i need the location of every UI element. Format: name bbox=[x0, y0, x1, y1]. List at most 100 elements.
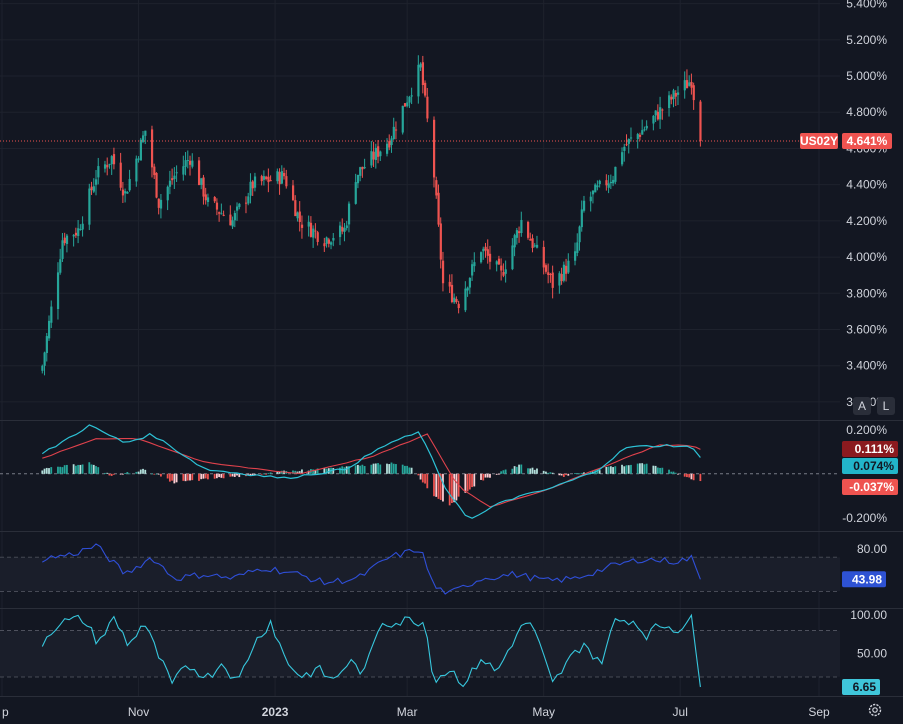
candle-body[interactable] bbox=[529, 239, 532, 241]
candle-body[interactable] bbox=[41, 365, 44, 371]
candle-body[interactable] bbox=[533, 245, 536, 247]
candle-body[interactable] bbox=[567, 260, 570, 273]
candle-body[interactable] bbox=[218, 212, 221, 214]
candle-body[interactable] bbox=[562, 264, 566, 281]
candle-body[interactable] bbox=[672, 90, 675, 100]
candle-body[interactable] bbox=[692, 85, 695, 101]
candle-body[interactable] bbox=[502, 272, 505, 276]
candle-body[interactable] bbox=[670, 96, 673, 100]
candle-body[interactable] bbox=[674, 92, 677, 97]
candle-body[interactable] bbox=[168, 180, 172, 187]
candle-body[interactable] bbox=[269, 180, 272, 182]
candle-body[interactable] bbox=[171, 178, 174, 181]
candle-body[interactable] bbox=[312, 228, 315, 238]
candle-body[interactable] bbox=[345, 225, 348, 229]
candle-body[interactable] bbox=[206, 197, 210, 203]
candle-body[interactable] bbox=[236, 206, 239, 211]
candle-body[interactable] bbox=[106, 164, 109, 168]
candle-body[interactable] bbox=[385, 143, 389, 154]
candle-body[interactable] bbox=[455, 299, 458, 303]
candle-body[interactable] bbox=[74, 232, 78, 236]
candle-body[interactable] bbox=[103, 164, 107, 169]
candle-body[interactable] bbox=[202, 177, 205, 197]
candle-body[interactable] bbox=[197, 160, 201, 186]
candle-body[interactable] bbox=[433, 119, 436, 178]
candle-body[interactable] bbox=[515, 230, 519, 238]
candle-body[interactable] bbox=[582, 200, 586, 211]
candle-body[interactable] bbox=[551, 272, 554, 288]
candle-body[interactable] bbox=[688, 82, 691, 86]
candle-body[interactable] bbox=[276, 171, 279, 182]
candle-body[interactable] bbox=[142, 135, 145, 142]
candle-body[interactable] bbox=[464, 288, 467, 311]
candle-body[interactable] bbox=[215, 202, 219, 210]
candle-body[interactable] bbox=[238, 203, 241, 207]
candle-body[interactable] bbox=[280, 171, 283, 184]
candle-body[interactable] bbox=[656, 111, 660, 120]
candle-body[interactable] bbox=[189, 160, 192, 165]
candle-body[interactable] bbox=[374, 147, 378, 160]
candle-body[interactable] bbox=[408, 96, 411, 103]
candle-body[interactable] bbox=[379, 151, 382, 157]
candle-body[interactable] bbox=[63, 237, 66, 244]
candle-body[interactable] bbox=[267, 176, 270, 183]
candle-body[interactable] bbox=[390, 138, 393, 146]
candle-body[interactable] bbox=[466, 287, 469, 291]
candle-body[interactable] bbox=[652, 115, 655, 124]
candle-body[interactable] bbox=[48, 320, 51, 339]
candle-body[interactable] bbox=[45, 336, 48, 354]
candle-body[interactable] bbox=[426, 96, 429, 119]
candle-body[interactable] bbox=[285, 176, 288, 187]
candle-body[interactable] bbox=[484, 246, 487, 251]
candle-body[interactable] bbox=[200, 178, 203, 185]
candle-body[interactable] bbox=[150, 129, 154, 168]
candle-body[interactable] bbox=[291, 185, 295, 201]
candle-body[interactable] bbox=[500, 265, 503, 271]
candle-body[interactable] bbox=[72, 234, 75, 237]
candle-body[interactable] bbox=[213, 197, 216, 202]
candle-body[interactable] bbox=[598, 180, 601, 185]
candle-body[interactable] bbox=[453, 297, 456, 303]
candle-body[interactable] bbox=[403, 103, 407, 107]
candle-body[interactable] bbox=[589, 196, 592, 202]
candle-body[interactable] bbox=[327, 239, 330, 244]
gear-icon[interactable] bbox=[867, 702, 883, 718]
candle-body[interactable] bbox=[59, 259, 62, 273]
candle-body[interactable] bbox=[307, 221, 310, 227]
candle-body[interactable] bbox=[558, 273, 561, 286]
candle-body[interactable] bbox=[359, 167, 362, 176]
candle-body[interactable] bbox=[410, 95, 413, 97]
candle-body[interactable] bbox=[594, 184, 597, 193]
candle-body[interactable] bbox=[591, 190, 595, 195]
candle-body[interactable] bbox=[356, 174, 360, 184]
macd-line[interactable] bbox=[41, 424, 701, 519]
candle-body[interactable] bbox=[300, 224, 304, 228]
candle-body[interactable] bbox=[159, 199, 163, 209]
candle-body[interactable] bbox=[636, 134, 639, 139]
candle-body[interactable] bbox=[186, 160, 189, 162]
candle-body[interactable] bbox=[363, 167, 366, 169]
candle-body[interactable] bbox=[605, 180, 608, 186]
candle-body[interactable] bbox=[56, 272, 60, 310]
candle-body[interactable] bbox=[77, 228, 80, 236]
candle-body[interactable] bbox=[81, 223, 84, 230]
candle-body[interactable] bbox=[531, 238, 534, 248]
candle-body[interactable] bbox=[542, 246, 545, 268]
candle-body[interactable] bbox=[135, 158, 138, 182]
candle-body[interactable] bbox=[144, 130, 147, 136]
candle-body[interactable] bbox=[97, 166, 100, 178]
candle-body[interactable] bbox=[65, 235, 69, 244]
candle-body[interactable] bbox=[128, 179, 131, 191]
candle-body[interactable] bbox=[645, 125, 648, 129]
candle-body[interactable] bbox=[90, 186, 93, 191]
candle-body[interactable] bbox=[153, 166, 156, 176]
candle-body[interactable] bbox=[638, 134, 642, 137]
candle-body[interactable] bbox=[61, 240, 64, 259]
candle-body[interactable] bbox=[338, 225, 342, 238]
candle-body[interactable] bbox=[249, 181, 252, 196]
candle-body[interactable] bbox=[388, 141, 391, 148]
candle-body[interactable] bbox=[377, 146, 380, 157]
candle-body[interactable] bbox=[166, 186, 169, 201]
candle-body[interactable] bbox=[421, 62, 425, 86]
